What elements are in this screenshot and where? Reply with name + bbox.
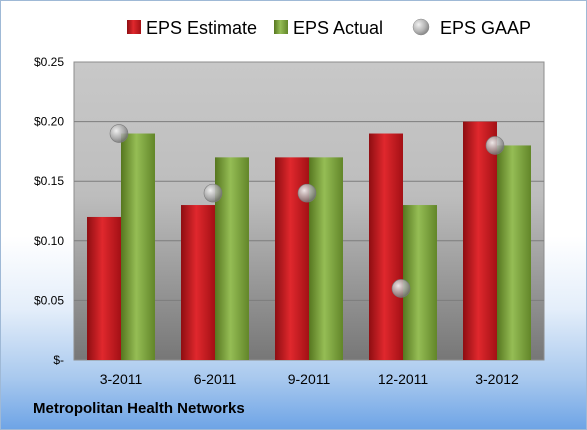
y-tick-label: $0.10 [34,234,64,248]
x-tick-label: 9-2011 [288,371,331,387]
legend-label-gaap: EPS GAAP [440,18,531,38]
actual-bar [497,145,531,360]
y-tick-label: $- [53,353,64,367]
gaap-marker [485,136,505,155]
y-tick-label: $0.05 [34,293,64,307]
y-axis-ticks: $- $0.05 $0.10 $0.15 $0.20 $0.25 [34,55,64,367]
actual-bar [121,133,155,360]
y-tick-label: $0.20 [34,115,64,129]
legend: EPS Estimate EPS Actual EPS GAAP [127,18,531,38]
company-name: Metropolitan Health Networks [33,400,245,417]
gaap-markers [109,124,505,298]
actual-bar [403,205,437,360]
estimate-bar [181,205,215,360]
legend-swatch-estimate [127,20,141,34]
x-tick-label: 6-2011 [194,371,237,387]
legend-label-estimate: EPS Estimate [146,18,257,38]
y-tick-label: $0.15 [34,174,64,188]
y-tick-label: $0.25 [34,55,64,69]
x-tick-label: 3-2012 [475,371,519,387]
estimate-bar [87,216,121,360]
gaap-marker [203,183,223,203]
x-tick-label: 12-2011 [378,371,429,387]
estimate-bar [463,121,497,360]
legend-swatch-actual [274,20,288,34]
bars [87,121,531,360]
gaap-marker [109,124,129,143]
legend-label-actual: EPS Actual [293,18,383,38]
gaap-marker [297,183,317,203]
estimate-bar [369,133,403,360]
gaap-marker [391,279,411,298]
x-axis-labels: 3-2011 6-2011 9-2011 12-2011 3-2012 [100,371,519,387]
x-tick-label: 3-2011 [100,371,143,387]
legend-swatch-gaap [412,18,430,36]
